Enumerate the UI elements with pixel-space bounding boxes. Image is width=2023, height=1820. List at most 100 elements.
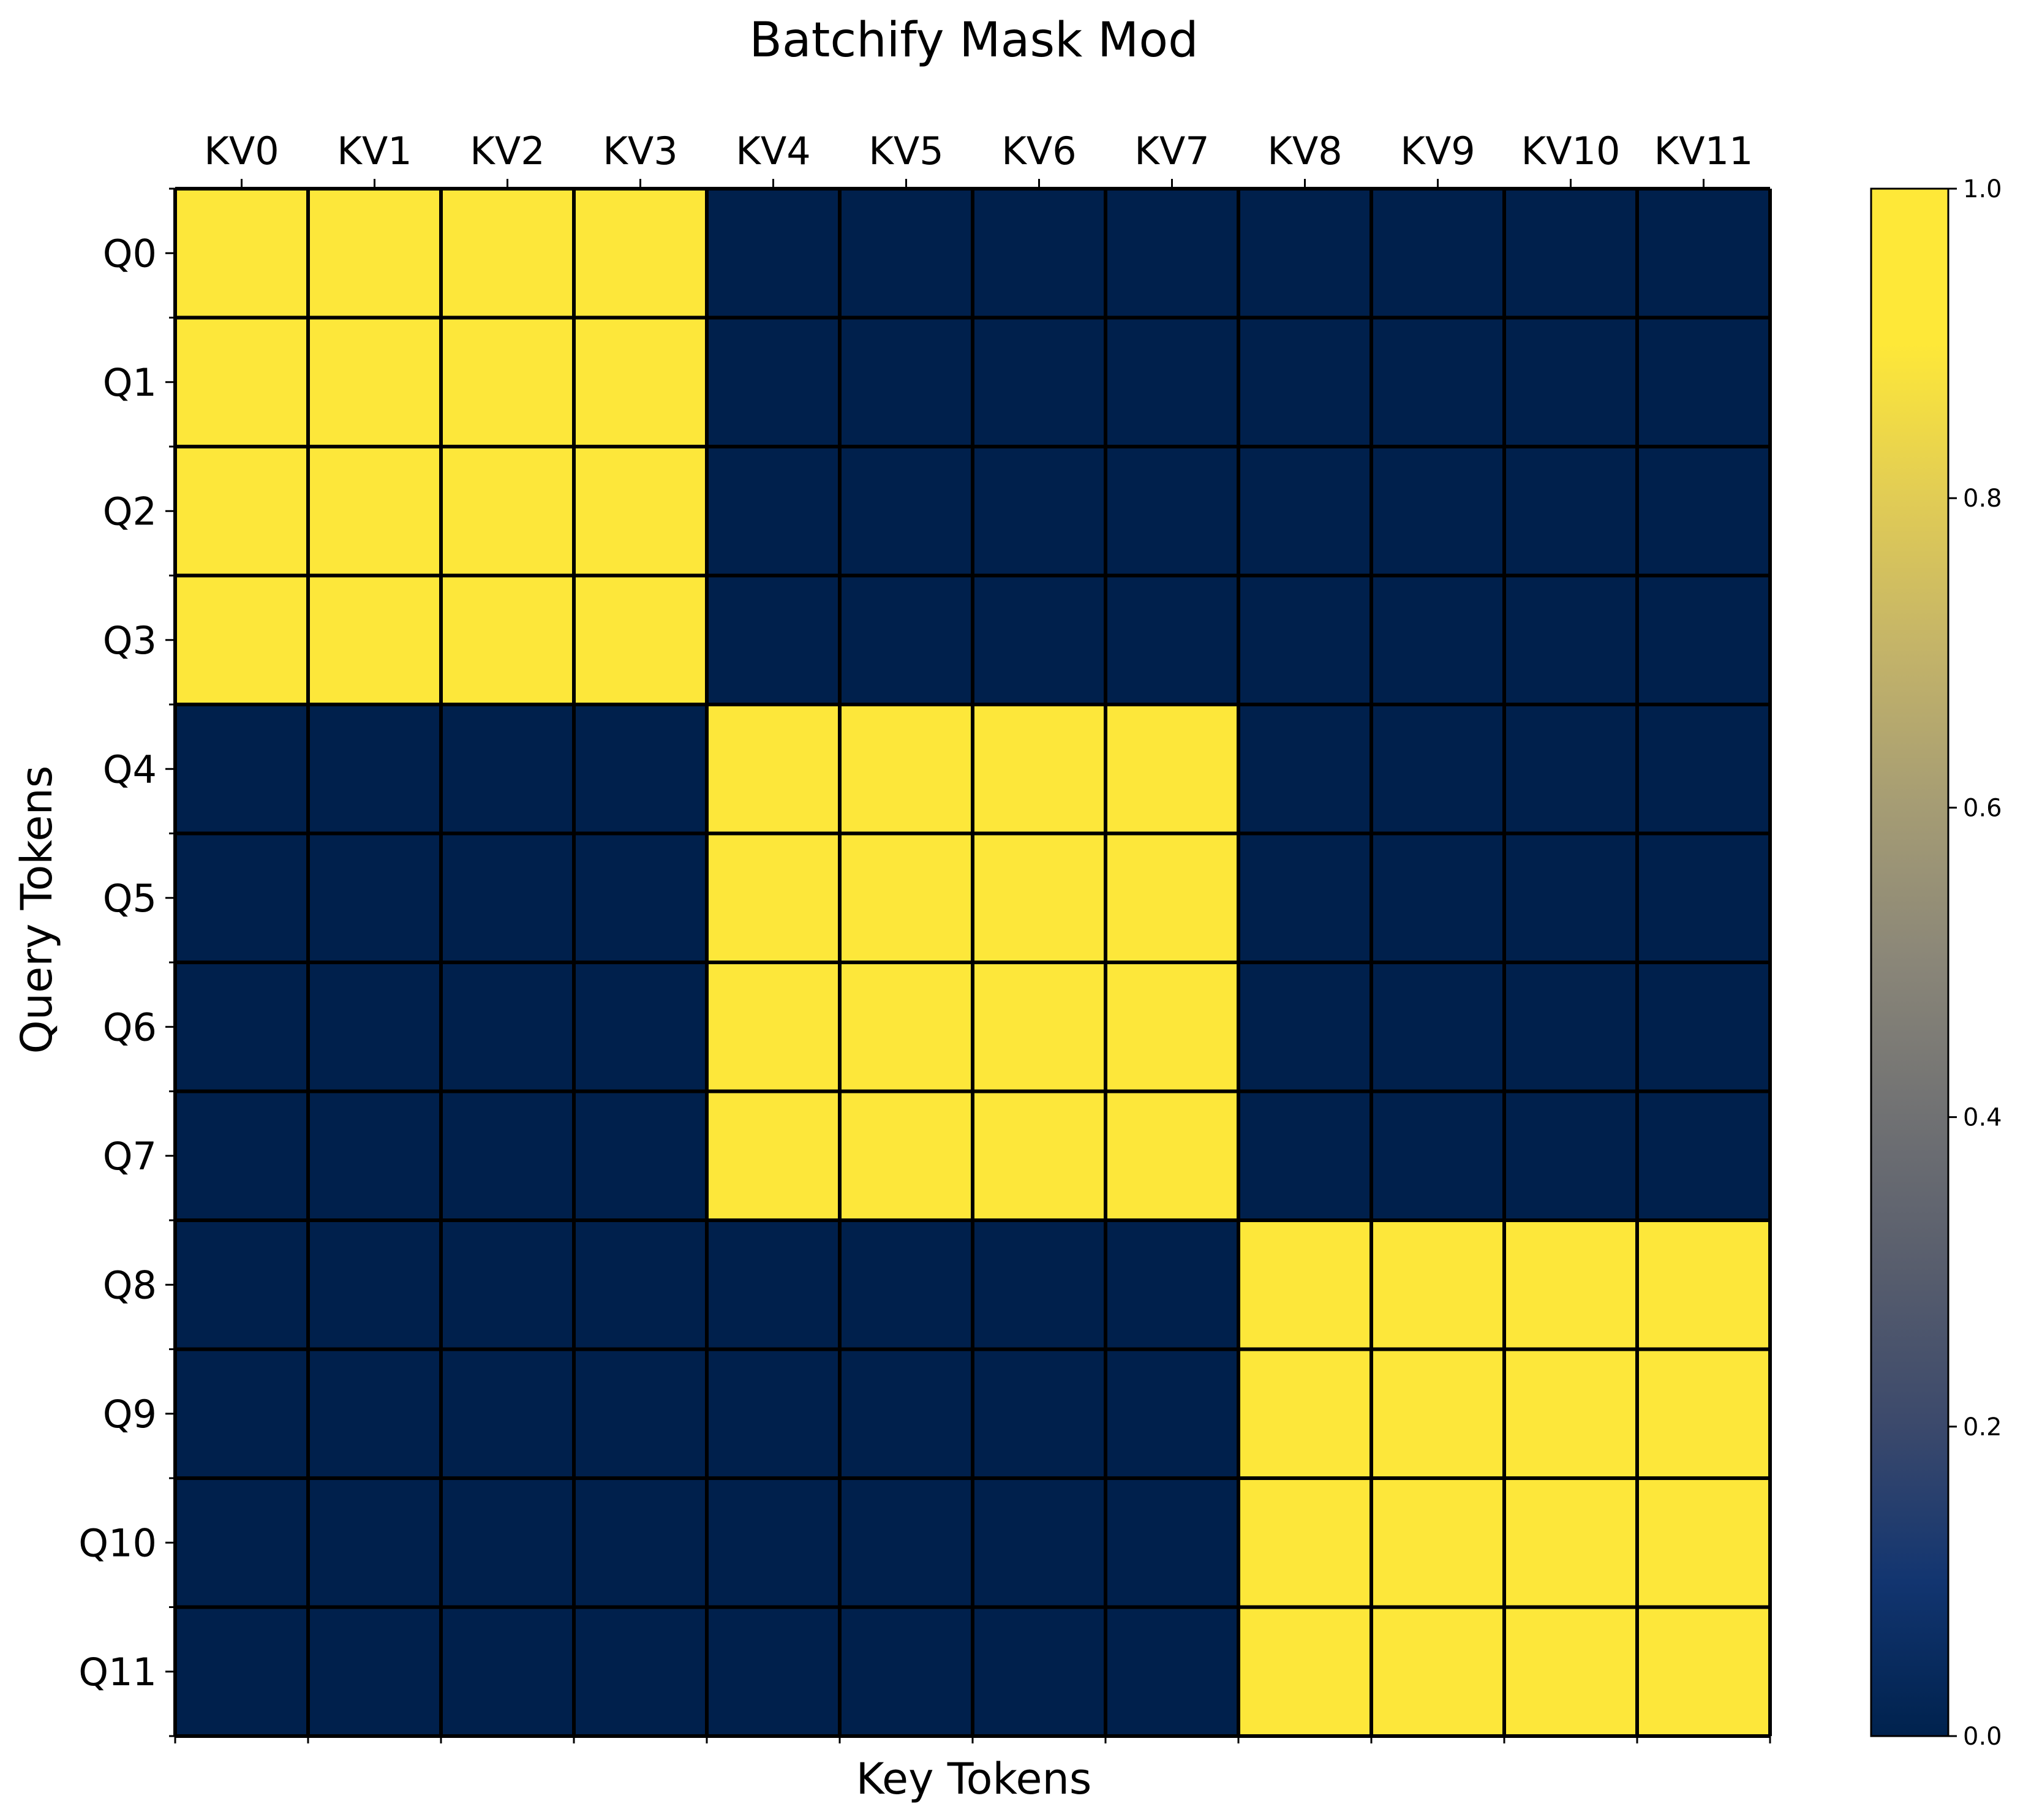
heatmap-cell-Q5-KV10 [1504,833,1637,962]
y-tick-label: Q6 [103,1005,157,1049]
heatmap-cell-Q9-KV0 [175,1349,308,1478]
heatmap-cell-Q10-KV2 [441,1478,574,1607]
colorbar-tick-label: 0.2 [1963,1413,2002,1441]
y-tick-label: Q9 [103,1392,157,1437]
heatmap-cell-Q2-KV10 [1504,447,1637,576]
heatmap-cell-Q11-KV2 [441,1607,574,1736]
heatmap-cell-Q3-KV0 [175,575,308,704]
heatmap-cell-Q8-KV3 [574,1220,707,1350]
heatmap-cell-Q1-KV3 [574,317,707,447]
x-tick-label: KV0 [204,129,279,173]
heatmap-cell-Q7-KV8 [1238,1091,1371,1220]
y-tick-label: Q4 [103,747,157,791]
heatmap-cell-Q11-KV4 [707,1607,840,1736]
heatmap-cell-Q7-KV7 [1106,1091,1238,1220]
heatmap-cell-Q4-KV10 [1504,704,1637,834]
y-tick-label: Q11 [78,1650,157,1694]
heatmap-cell-Q3-KV8 [1238,575,1371,704]
heatmap-cell-Q0-KV11 [1637,189,1770,318]
heatmap-cell-Q1-KV5 [840,317,973,447]
heatmap-cell-Q4-KV1 [308,704,441,834]
heatmap-cell-Q0-KV1 [308,189,441,318]
heatmap-cell-Q1-KV2 [441,317,574,447]
heatmap-cell-Q10-KV11 [1637,1478,1770,1607]
x-tick-label: KV7 [1134,129,1210,173]
heatmap-cell-Q6-KV5 [840,962,973,1092]
heatmap-cell-Q2-KV9 [1371,447,1504,576]
heatmap-cell-Q3-KV4 [707,575,840,704]
heatmap-cell-Q11-KV9 [1371,1607,1504,1736]
heatmap-cell-Q2-KV2 [441,447,574,576]
heatmap-cell-Q11-KV1 [308,1607,441,1736]
y-axis-ticks: Q0 Q1 Q2 Q3 Q4 Q5 Q6 Q7 Q8 Q9 Q10 Q11 [78,187,175,1737]
heatmap-cell-Q3-KV5 [840,575,973,704]
heatmap-cell-Q8-KV11 [1637,1220,1770,1350]
heatmap-cell-Q9-KV8 [1238,1349,1371,1478]
x-tick-label: KV4 [736,129,811,173]
heatmap-cell-Q9-KV7 [1106,1349,1238,1478]
heatmap-cell-Q2-KV3 [574,447,707,576]
heatmap-cell-Q11-KV6 [973,1607,1106,1736]
heatmap-cell-Q8-KV2 [441,1220,574,1350]
heatmap-cell-Q1-KV8 [1238,317,1371,447]
heatmap-cell-Q10-KV0 [175,1478,308,1607]
y-tick-label: Q10 [78,1520,157,1565]
heatmap-cell-Q5-KV2 [441,833,574,962]
heatmap-cell-Q11-KV10 [1504,1607,1637,1736]
heatmap-cell-Q0-KV2 [441,189,574,318]
heatmap-cell-Q11-KV3 [574,1607,707,1736]
heatmap-cell-Q9-KV11 [1637,1349,1770,1478]
heatmap-cell-Q0-KV7 [1106,189,1238,318]
colorbar-tick-label: 0.0 [1963,1723,2002,1751]
heatmap-cell-Q3-KV11 [1637,575,1770,704]
heatmap-cell-Q7-KV4 [707,1091,840,1220]
heatmap-cell-Q6-KV7 [1106,962,1238,1092]
heatmap-cell-Q5-KV6 [973,833,1106,962]
heatmap-cell-Q7-KV1 [308,1091,441,1220]
heatmap-cell-Q10-KV5 [840,1478,973,1607]
y-tick-label: Q5 [103,876,157,921]
heatmap-cell-Q5-KV7 [1106,833,1238,962]
heatmap-cell-Q6-KV1 [308,962,441,1092]
x-axis-label: Key Tokens [856,1754,1092,1804]
heatmap-cell-Q3-KV7 [1106,575,1238,704]
heatmap-cell-Q8-KV5 [840,1220,973,1350]
heatmap-cell-Q3-KV9 [1371,575,1504,704]
heatmap-cell-Q11-KV8 [1238,1607,1371,1736]
heatmap-cell-Q8-KV8 [1238,1220,1371,1350]
heatmap-cell-Q9-KV2 [441,1349,574,1478]
heatmap-cell-Q1-KV11 [1637,317,1770,447]
x-tick-label: KV9 [1400,129,1475,173]
heatmap-cell-Q3-KV2 [441,575,574,704]
heatmap-cell-Q4-KV7 [1106,704,1238,834]
heatmap-cell-Q9-KV4 [707,1349,840,1478]
heatmap-cell-Q1-KV4 [707,317,840,447]
x-axis-ticks: KV0 KV1 KV2 KV3 KV4 KV5 KV6 KV7 KV8 KV9 KV10 KV11 [174,129,1771,1743]
heatmap-cell-Q9-KV10 [1504,1349,1637,1478]
chart-title: Batchify Mask Mod [749,13,1198,68]
heatmap-cell-Q6-KV0 [175,962,308,1092]
heatmap-cell-Q4-KV0 [175,704,308,834]
heatmap-cell-Q5-KV11 [1637,833,1770,962]
heatmap-cell-Q0-KV9 [1371,189,1504,318]
heatmap-cell-Q10-KV3 [574,1478,707,1607]
y-tick-label: Q1 [103,360,157,405]
heatmap-cell-Q11-KV7 [1106,1607,1238,1736]
x-tick-label: KV5 [868,129,944,173]
heatmap-cell-Q4-KV3 [574,704,707,834]
heatmap-cell-Q8-KV7 [1106,1220,1238,1350]
heatmap-cell-Q10-KV4 [707,1478,840,1607]
y-tick-label: Q8 [103,1263,157,1307]
heatmap-cell-Q2-KV1 [308,447,441,576]
heatmap-cell-Q5-KV5 [840,833,973,962]
x-tick-label: KV3 [603,129,678,173]
heatmap-cell-Q5-KV3 [574,833,707,962]
colorbar-tick-label: 0.4 [1963,1104,2002,1132]
heatmap-cell-Q0-KV0 [175,189,308,318]
heatmap-cell-Q3-KV1 [308,575,441,704]
heatmap-cell-Q9-KV5 [840,1349,973,1478]
heatmap-cell-Q7-KV0 [175,1091,308,1220]
colorbar-tick-label: 0.8 [1963,485,2002,513]
heatmap-cell-Q2-KV7 [1106,447,1238,576]
